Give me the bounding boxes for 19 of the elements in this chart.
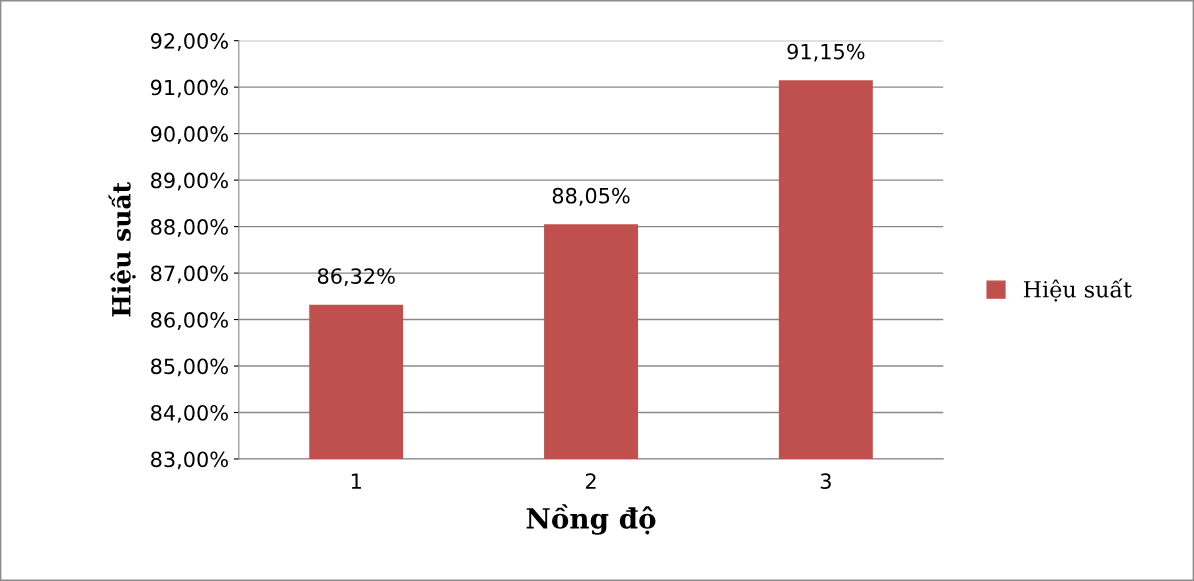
y-tick-label: 83,00% [151, 451, 228, 470]
data-label: 91,15% [787, 43, 865, 62]
x-tick-label: 2 [585, 473, 596, 489]
x-axis-title: Nồng độ [526, 504, 656, 535]
y-tick-label: 85,00% [151, 358, 228, 377]
y-tick-label: 88,00% [151, 219, 228, 237]
y-tick-label: 89,00% [151, 172, 228, 191]
y-tick-label: 87,00% [151, 265, 228, 284]
data-label: 86,32% [317, 268, 395, 287]
x-tick-label: 3 [820, 473, 831, 490]
y-tick-label: 92,00% [150, 33, 228, 52]
y-tick-label: 84,00% [151, 404, 228, 423]
x-tick-label: 1 [351, 473, 361, 489]
data-label: 88,05% [552, 187, 630, 206]
y-tick-label: 91,00% [150, 79, 228, 98]
legend-label: Hiệu suất [1023, 278, 1132, 302]
y-tick-label: 90,00% [150, 126, 228, 144]
y-axis-title: Hiệu suất [108, 182, 136, 317]
y-tick-label: 86,00% [151, 312, 228, 330]
